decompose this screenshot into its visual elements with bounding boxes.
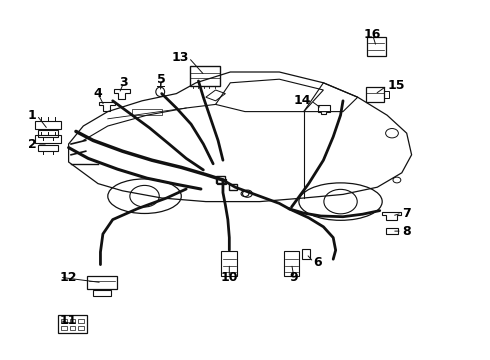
Bar (229, 184, 237, 190)
Bar (216, 176, 225, 183)
Bar (35, 135, 61, 143)
Bar (367, 37, 386, 56)
Bar (70, 326, 75, 330)
Text: 6: 6 (314, 256, 322, 269)
Bar (93, 290, 111, 296)
Text: 7: 7 (402, 207, 411, 220)
Bar (78, 326, 84, 330)
Text: 16: 16 (364, 28, 381, 41)
Text: 3: 3 (120, 76, 128, 89)
Bar (58, 315, 87, 333)
Text: 13: 13 (172, 51, 189, 64)
Bar (302, 249, 310, 259)
Text: 14: 14 (294, 94, 311, 107)
Text: 11: 11 (60, 314, 77, 327)
Text: 8: 8 (402, 225, 411, 238)
Text: 1: 1 (28, 109, 37, 122)
Bar (38, 145, 58, 151)
Bar (284, 251, 299, 276)
Text: 10: 10 (220, 271, 238, 284)
Text: 15: 15 (387, 79, 405, 92)
Text: 9: 9 (290, 271, 298, 284)
Bar (221, 251, 237, 276)
Bar (384, 91, 389, 98)
Bar (61, 319, 67, 323)
Text: 4: 4 (94, 87, 102, 100)
Bar (190, 66, 220, 85)
Text: 5: 5 (157, 73, 166, 86)
Bar (217, 179, 226, 184)
Bar (38, 130, 58, 137)
Text: 12: 12 (60, 271, 77, 284)
Bar (70, 319, 75, 323)
Bar (78, 319, 84, 323)
Bar (61, 326, 67, 330)
Bar (35, 121, 61, 129)
Bar (132, 109, 162, 115)
Bar (366, 87, 384, 102)
Bar (87, 276, 117, 289)
Text: 2: 2 (28, 138, 37, 150)
Bar (386, 228, 398, 234)
